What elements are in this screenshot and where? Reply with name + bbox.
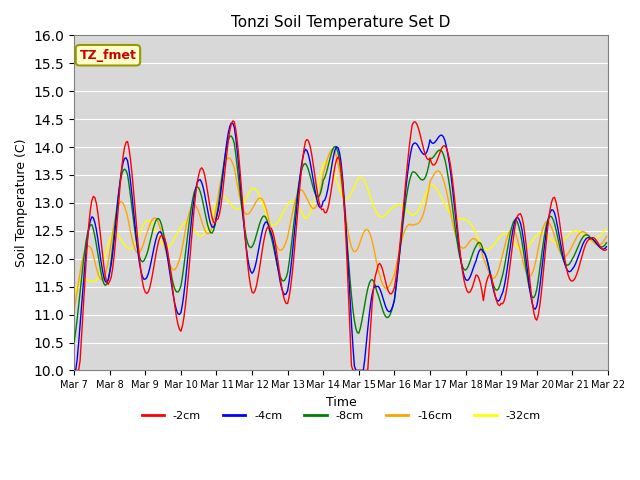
Legend: -2cm, -4cm, -8cm, -16cm, -32cm: -2cm, -4cm, -8cm, -16cm, -32cm [137, 406, 545, 425]
Text: TZ_fmet: TZ_fmet [79, 49, 136, 62]
Title: Tonzi Soil Temperature Set D: Tonzi Soil Temperature Set D [231, 15, 451, 30]
Y-axis label: Soil Temperature (C): Soil Temperature (C) [15, 139, 28, 267]
X-axis label: Time: Time [326, 396, 356, 408]
